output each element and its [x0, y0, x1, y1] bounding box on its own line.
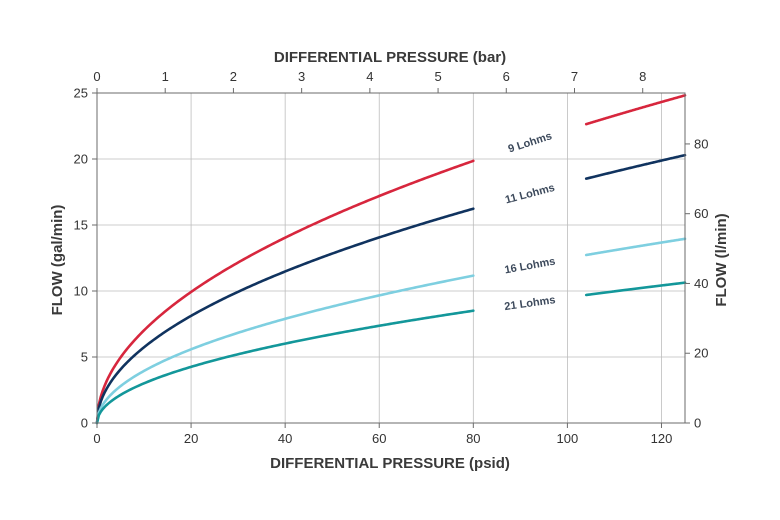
series-label: 21 Lohms [504, 294, 557, 313]
series-line-9-lohms [95, 94, 687, 425]
x2-tick-label: 7 [571, 69, 578, 84]
y-axis-title: FLOW (gal/min) [49, 205, 66, 316]
x-tick-label: 60 [372, 431, 386, 446]
y2-tick-label: 80 [694, 136, 708, 151]
y-tick-label: 0 [81, 416, 88, 431]
series-line-16-lohms [95, 237, 687, 425]
series-label: 9 Lohms [507, 130, 554, 155]
x-tick-label: 120 [651, 431, 673, 446]
y-tick-label: 5 [81, 350, 88, 365]
plot-border [96, 92, 686, 424]
x-tick-label: 0 [93, 431, 100, 446]
y2-tick-label: 0 [694, 416, 701, 431]
y-tick-label: 20 [74, 152, 88, 167]
series-line-21-lohms [95, 281, 687, 425]
x2-tick-label: 0 [93, 69, 100, 84]
x2-axis-title: DIFFERENTIAL PRESSURE (bar) [274, 49, 506, 66]
x2-tick-label: 1 [162, 69, 169, 84]
x2-tick-label: 4 [366, 69, 373, 84]
y2-axis-title: FLOW (l/min) [713, 213, 730, 306]
x-tick-label: 40 [278, 431, 292, 446]
x2-tick-label: 6 [503, 69, 510, 84]
y2-tick-label: 20 [694, 346, 708, 361]
x2-tick-label: 5 [434, 69, 441, 84]
x2-tick-label: 8 [639, 69, 646, 84]
x-tick-label: 20 [184, 431, 198, 446]
y2-tick-label: 60 [694, 206, 708, 221]
curve-labels: 9 Lohms 11 Lohms 16 Lohms 21 Lohms [504, 130, 557, 313]
y-tick-label: 15 [74, 218, 88, 233]
series-line-11-lohms [95, 153, 687, 425]
series-label: 11 Lohms [504, 182, 556, 207]
x-axis-title: DIFFERENTIAL PRESSURE (psid) [270, 455, 510, 472]
y-tick-label: 25 [74, 86, 88, 101]
grid [96, 92, 685, 424]
x-tick-label: 100 [557, 431, 579, 446]
y2-tick-label: 40 [694, 276, 708, 291]
series-label: 16 Lohms [504, 255, 557, 276]
series-lines [95, 94, 687, 425]
x-tick-label: 80 [466, 431, 480, 446]
y-tick-label: 10 [74, 284, 88, 299]
x2-tick-label: 2 [230, 69, 237, 84]
x2-tick-label: 3 [298, 69, 305, 84]
plot-frame [96, 92, 686, 424]
